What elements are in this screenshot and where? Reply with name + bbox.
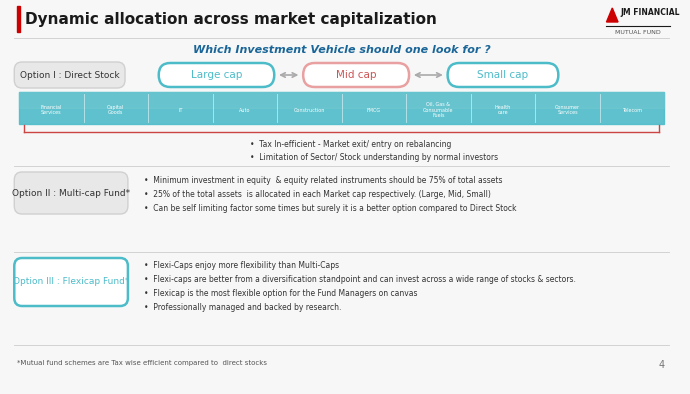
Text: MUTUAL FUND: MUTUAL FUND <box>615 30 661 35</box>
Text: Which Investment Vehicle should one look for ?: Which Investment Vehicle should one look… <box>193 45 491 55</box>
Text: •  Professionally managed and backed by research.: • Professionally managed and backed by r… <box>144 303 342 312</box>
Bar <box>17 6 20 32</box>
Text: Capital
Goods: Capital Goods <box>107 104 124 115</box>
FancyBboxPatch shape <box>159 63 274 87</box>
Text: Mid cap: Mid cap <box>336 70 376 80</box>
Text: •  25% of the total assets  is allocated in each Market cap respectively. (Large: • 25% of the total assets is allocated i… <box>144 190 491 199</box>
Text: •  Tax In-efficient - Market exit/ entry on rebalancing: • Tax In-efficient - Market exit/ entry … <box>250 140 451 149</box>
Text: Option III : Flexicap Fund*: Option III : Flexicap Fund* <box>13 277 129 286</box>
Text: Consumer
Services: Consumer Services <box>555 104 580 115</box>
FancyBboxPatch shape <box>14 258 128 306</box>
Text: •  Minimum investment in equity  & equity related instruments should be 75% of t: • Minimum investment in equity & equity … <box>144 176 503 185</box>
FancyBboxPatch shape <box>14 172 128 214</box>
Text: Small cap: Small cap <box>477 70 529 80</box>
Text: *Mutual fund schemes are Tax wise efficient compared to  direct stocks: *Mutual fund schemes are Tax wise effici… <box>17 360 267 366</box>
Text: Construction: Construction <box>294 108 325 113</box>
FancyBboxPatch shape <box>448 63 558 87</box>
Text: Oil, Gas &
Consumable
Fuels: Oil, Gas & Consumable Fuels <box>423 102 454 118</box>
Text: JM FINANCIAL: JM FINANCIAL <box>620 8 680 17</box>
Text: 4: 4 <box>658 360 664 370</box>
Text: Telecom: Telecom <box>622 108 642 113</box>
Text: Option I : Direct Stock: Option I : Direct Stock <box>20 71 119 80</box>
Text: Auto: Auto <box>239 108 250 113</box>
Text: Large cap: Large cap <box>191 70 242 80</box>
Text: •  Flexi-Caps enjoy more flexibility than Multi-Caps: • Flexi-Caps enjoy more flexibility than… <box>144 261 339 270</box>
Text: Option II : Multi-cap Fund*: Option II : Multi-cap Fund* <box>12 188 130 197</box>
Polygon shape <box>607 8 618 22</box>
Text: IT: IT <box>178 108 183 113</box>
Text: Health
care: Health care <box>495 104 511 115</box>
Text: Dynamic allocation across market capitalization: Dynamic allocation across market capital… <box>25 11 437 26</box>
Text: •  Flexi-caps are better from a diversification standpoint and can invest across: • Flexi-caps are better from a diversifi… <box>144 275 576 284</box>
Bar <box>19 92 664 108</box>
Text: Financial
Services: Financial Services <box>41 104 62 115</box>
Text: FMCG: FMCG <box>367 108 381 113</box>
Text: •  Limitation of Sector/ Stock understanding by normal investors: • Limitation of Sector/ Stock understand… <box>250 153 498 162</box>
FancyBboxPatch shape <box>303 63 409 87</box>
FancyBboxPatch shape <box>14 62 125 88</box>
Text: •  Flexicap is the most flexible option for the Fund Managers on canvas: • Flexicap is the most flexible option f… <box>144 289 417 298</box>
Text: •  Can be self limiting factor some times but surely it is a better option compa: • Can be self limiting factor some times… <box>144 204 517 213</box>
Bar <box>19 92 664 124</box>
